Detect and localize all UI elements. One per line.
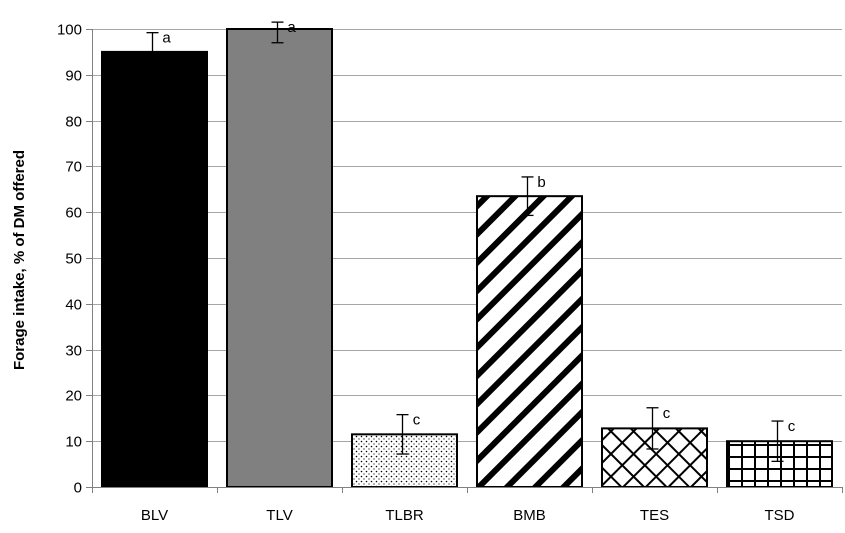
y-tick-label: 30 — [65, 343, 82, 360]
bar-blv — [101, 50, 208, 489]
bar-tlbr — [351, 433, 458, 488]
bar-bmb — [476, 195, 583, 488]
y-tick-label: 10 — [65, 434, 82, 451]
y-tick-label: 40 — [65, 297, 82, 314]
significance-letter-tsd: c — [788, 418, 796, 435]
x-tick-label-tsd: TSD — [765, 507, 795, 524]
y-tick-label: 0 — [74, 480, 82, 497]
y-tick-label: 80 — [65, 114, 82, 131]
x-tick-label-tes: TES — [640, 507, 669, 524]
significance-letter-tlv: a — [287, 19, 296, 36]
x-tick-label-bmb: BMB — [513, 507, 546, 524]
y-tick-label: 70 — [65, 159, 82, 176]
y-axis-ticks: 0 10 20 30 40 50 60 70 80 90 100 — [57, 22, 82, 497]
y-tick-label: 60 — [65, 205, 82, 222]
significance-letter-tes: c — [663, 405, 671, 422]
significance-letter-tlbr: c — [413, 412, 421, 429]
y-tick-label: 50 — [65, 251, 82, 268]
significance-letter-blv: a — [162, 30, 171, 47]
y-tick-label: 20 — [65, 388, 82, 405]
gridlines — [92, 29, 842, 442]
x-axis-ticks: BLV TLV TLBR BMB TES TSD — [141, 507, 795, 524]
bar-tlv — [226, 28, 333, 488]
bar-tsd — [726, 440, 833, 489]
bar-tes — [601, 427, 708, 489]
axes — [86, 29, 843, 493]
x-tick-label-blv: BLV — [141, 507, 168, 524]
error-bars — [146, 21, 784, 463]
y-tick-label: 90 — [65, 68, 82, 85]
significance-letters: a a c b c c — [162, 19, 795, 435]
significance-letter-bmb: b — [537, 174, 545, 191]
y-axis-label: Forage intake, % of DM offered — [11, 150, 28, 370]
x-tick-label-tlbr: TLBR — [385, 507, 424, 524]
y-tick-label: 100 — [57, 22, 82, 39]
x-tick-label-tlv: TLV — [266, 507, 292, 524]
